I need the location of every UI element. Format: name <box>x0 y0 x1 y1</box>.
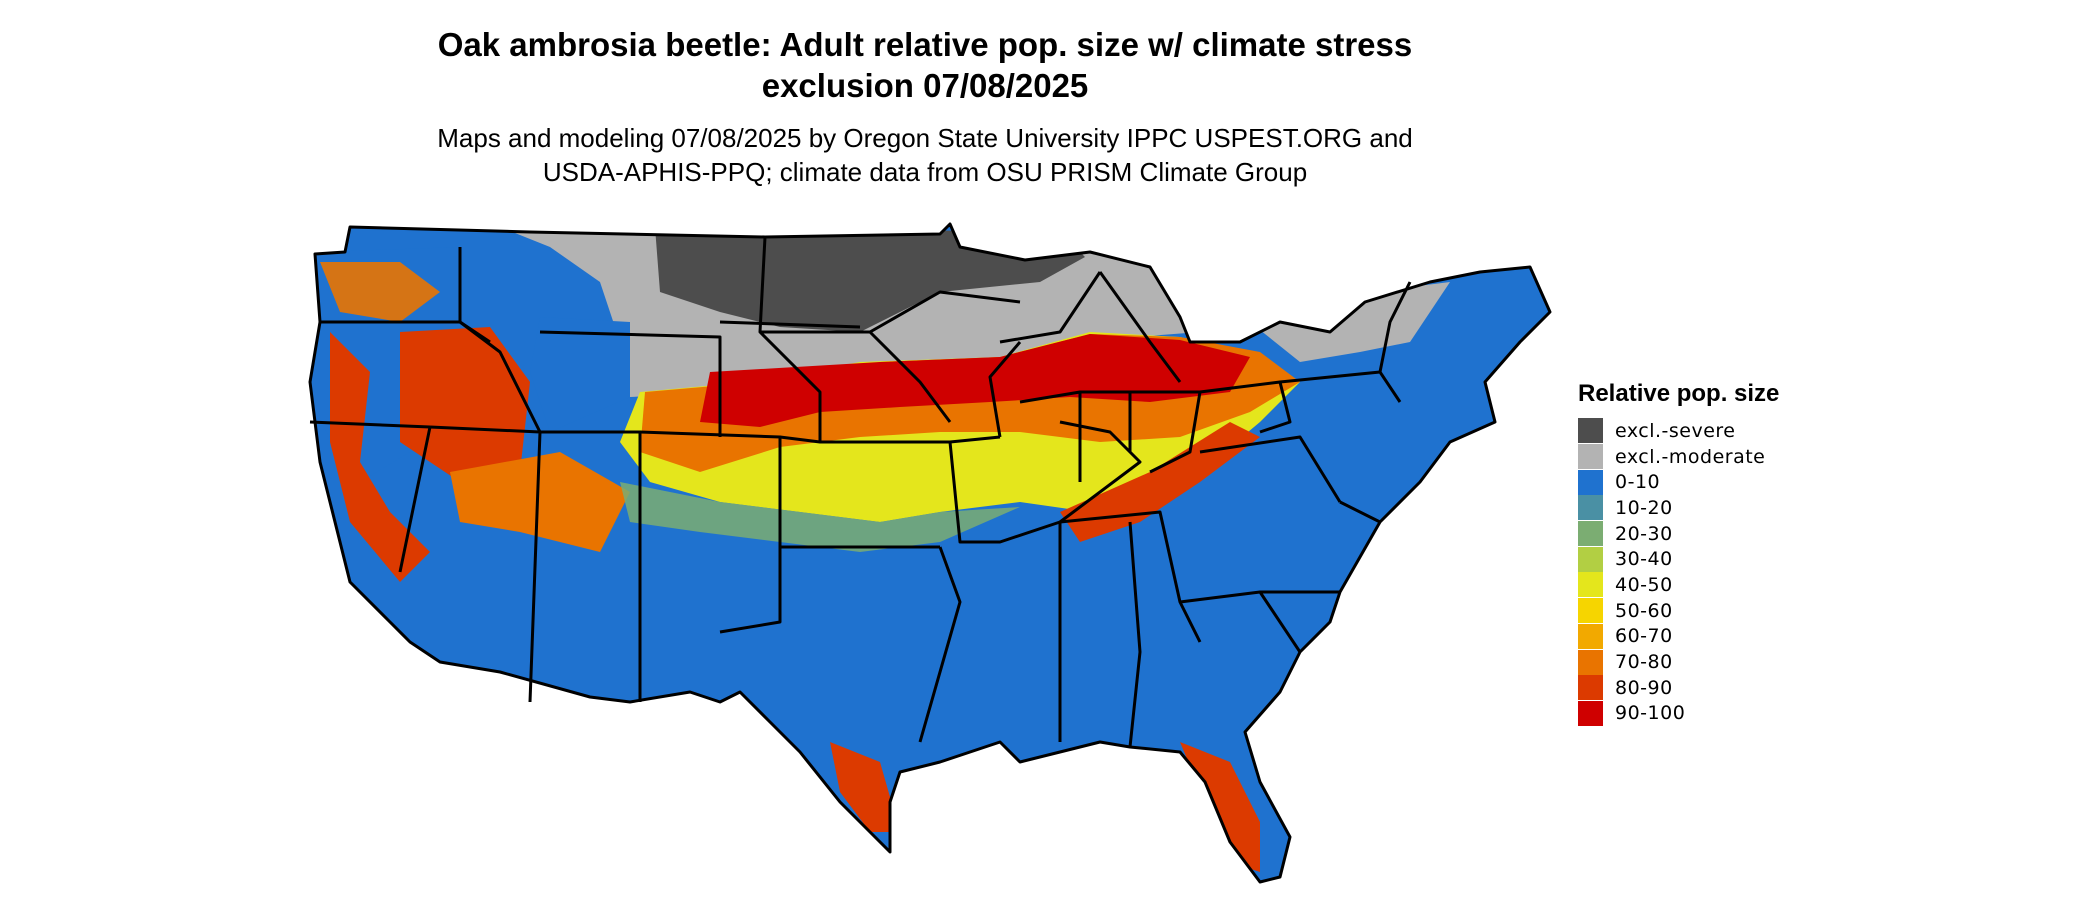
legend-swatch <box>1578 444 1603 470</box>
state-borders <box>308 222 1552 884</box>
legend-swatch <box>1578 572 1603 598</box>
legend-label: excl.-severe <box>1615 419 1736 442</box>
legend-item: excl.-severe <box>1578 418 1779 444</box>
legend-swatch <box>1578 700 1603 726</box>
legend-swatch <box>1578 495 1603 521</box>
legend-item: excl.-moderate <box>1578 444 1779 470</box>
legend-label: 80-90 <box>1615 676 1673 699</box>
us-population-map <box>308 222 1552 884</box>
map-title-line2: exclusion 07/08/2025 <box>761 67 1089 104</box>
legend-swatch <box>1578 598 1603 624</box>
legend-label: 0-10 <box>1615 471 1661 494</box>
legend-item: 80-90 <box>1578 675 1779 701</box>
legend-swatch <box>1578 418 1603 444</box>
map-subtitle: Maps and modeling 07/08/2025 by Oregon S… <box>0 121 1850 189</box>
legend-label: 70-80 <box>1615 651 1673 674</box>
legend-item: 50-60 <box>1578 598 1779 624</box>
legend-item: 60-70 <box>1578 623 1779 650</box>
legend: Relative pop. size excl.-severe excl.-mod… <box>1578 380 1779 726</box>
legend-label: 10-20 <box>1615 496 1673 519</box>
legend-swatch <box>1578 623 1603 649</box>
legend-label: excl.-moderate <box>1615 445 1766 468</box>
legend-label: 20-30 <box>1615 522 1673 545</box>
legend-label: 90-100 <box>1615 702 1686 725</box>
map-title: Oak ambrosia beetle: Adult relative pop.… <box>0 24 1850 106</box>
legend-item: 10-20 <box>1578 495 1779 521</box>
legend-item: 90-100 <box>1578 700 1779 727</box>
legend-label: 30-40 <box>1615 548 1673 571</box>
legend-title: Relative pop. size <box>1578 380 1780 407</box>
map-fill <box>310 224 1550 882</box>
legend-swatch <box>1578 546 1603 572</box>
legend-item: 20-30 <box>1578 521 1779 547</box>
legend-swatch <box>1578 469 1603 495</box>
legend-label: 50-60 <box>1615 599 1673 622</box>
legend-item: 40-50 <box>1578 572 1779 598</box>
map-subtitle-line2: USDA-APHIS-PPQ; climate data from OSU PR… <box>542 157 1308 187</box>
legend-item: 30-40 <box>1578 546 1779 572</box>
legend-swatch <box>1578 675 1603 701</box>
legend-items: excl.-severe excl.-moderate 0-10 10-20 20-30… <box>1578 418 1779 726</box>
map-title-line1: Oak ambrosia beetle: Adult relative pop.… <box>437 26 1413 63</box>
legend-label: 60-70 <box>1615 625 1673 648</box>
legend-item: 70-80 <box>1578 649 1779 675</box>
legend-swatch <box>1578 521 1603 547</box>
legend-label: 40-50 <box>1615 573 1673 596</box>
legend-item: 0-10 <box>1578 469 1779 495</box>
legend-swatch <box>1578 649 1603 675</box>
map-subtitle-line1: Maps and modeling 07/08/2025 by Oregon S… <box>437 123 1413 153</box>
